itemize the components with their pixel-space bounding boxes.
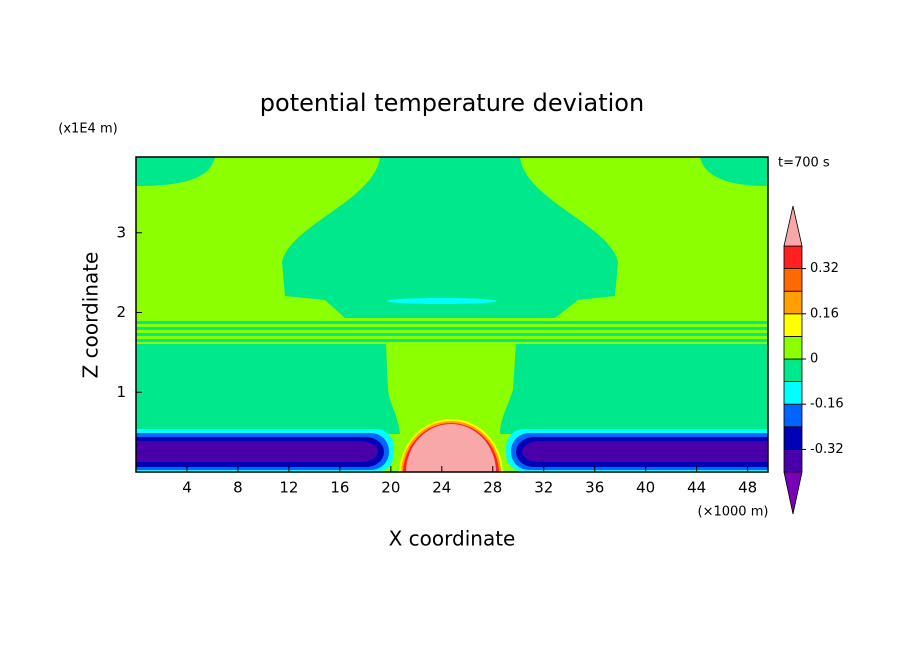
x-tick-label: 32 <box>534 479 553 497</box>
colorbar-tick-label: 0 <box>810 352 818 367</box>
colorbar-box <box>783 245 803 270</box>
x-tick-label: 40 <box>636 479 655 497</box>
time-label: t=700 s <box>778 156 830 171</box>
y-unit: (x1E4 m) <box>58 122 117 137</box>
contour-region <box>522 441 768 462</box>
contour-region <box>406 424 496 472</box>
colorbar-tick-label: 0.32 <box>810 261 839 276</box>
contour-field <box>136 157 768 472</box>
colorbar-box <box>783 448 803 473</box>
y-tick-label: 3 <box>116 223 126 241</box>
x-tick-label: 20 <box>381 479 400 497</box>
colorbar-box <box>783 403 803 428</box>
colorbar-box <box>783 381 803 405</box>
contour-region <box>386 344 516 434</box>
colorbar-under <box>783 471 803 515</box>
colorbar-box <box>783 358 803 383</box>
x-axis-title: X coordinate <box>389 527 516 551</box>
contour-region <box>700 157 768 186</box>
colorbar-over <box>783 205 803 247</box>
x-tick-label: 4 <box>182 479 192 497</box>
x-tick-label: 12 <box>279 479 298 497</box>
contour-region <box>136 333 768 336</box>
x-tick-label: 48 <box>738 479 757 497</box>
plot-frame <box>135 156 769 473</box>
contour-region <box>136 321 768 324</box>
y-axis-title: Z coordinate <box>79 252 103 379</box>
colorbar-box <box>783 268 803 292</box>
colorbar-box <box>783 335 803 360</box>
x-tick-label: 28 <box>483 479 502 497</box>
x-tick-label: 36 <box>585 479 604 497</box>
contour-region <box>387 298 497 304</box>
x-tick-label: 24 <box>432 479 451 497</box>
contour-region <box>136 157 215 186</box>
x-unit: (×1000 m) <box>698 505 769 520</box>
contour-region <box>136 339 768 342</box>
colorbar-tick-label: -0.32 <box>810 442 844 457</box>
colorbar-box <box>783 290 803 315</box>
colorbar-box <box>783 313 803 337</box>
x-tick-label: 8 <box>233 479 243 497</box>
colorbar-tick-label: 0.16 <box>810 306 839 321</box>
contour-region <box>136 441 378 462</box>
x-tick-label: 16 <box>330 479 349 497</box>
colorbar-box <box>783 426 803 450</box>
y-tick-label: 1 <box>116 383 126 401</box>
contour-region <box>136 327 768 330</box>
x-tick-label: 44 <box>687 479 706 497</box>
colorbar-tick-label: -0.16 <box>810 397 844 412</box>
chart-title: potential temperature deviation <box>260 89 644 117</box>
contour-region <box>282 157 618 318</box>
y-tick-label: 2 <box>116 303 126 321</box>
